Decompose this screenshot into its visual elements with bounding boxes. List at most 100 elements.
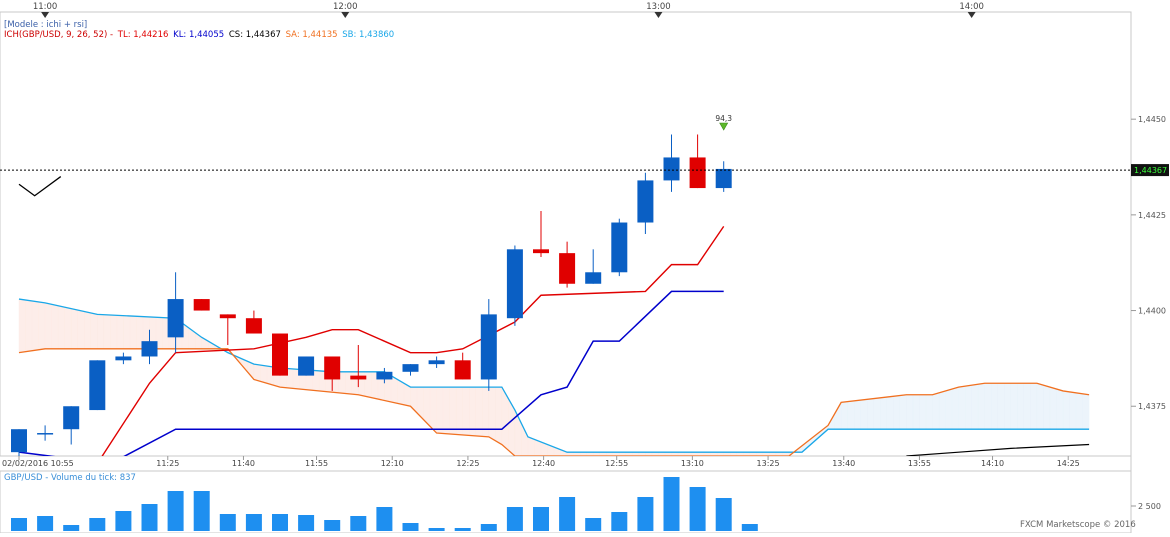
cloud-segment [44,302,52,350]
bottom-axis-label: 11:55 [305,459,328,468]
cloud-segment [853,399,861,430]
volume-bar [167,491,184,531]
volume-bar [115,511,132,531]
model-label-text: [Modele : ichi + rsi] [4,20,88,30]
kijun-sen-line [18,290,724,456]
volume-bar [11,518,27,531]
bottom-axis-label: 02/02/2016 10:55 [2,459,74,468]
volume-bar [689,487,706,531]
volume-bar [37,516,54,531]
candle-body[interactable] [324,356,341,380]
cloud-segment [70,308,78,350]
footer-credit-text: FXCM Marketscope © 2016 [1020,520,1136,530]
cloud-segment [912,394,920,430]
top-axis-label: 13:00 [646,2,671,12]
candle-body[interactable] [454,360,471,380]
candle-body[interactable] [11,429,27,453]
cloud-segment [1069,391,1077,430]
overlay: 1,44367 94,3 [0,114,1169,177]
candle-body[interactable] [89,360,106,411]
volume-bar [533,507,549,531]
senkou-span-a-line [18,348,1090,456]
candle-body[interactable] [663,157,680,181]
top-axis-label: 11:00 [33,2,58,12]
cloud-segment [429,386,437,434]
cloud-segment [1049,386,1057,430]
candle-body[interactable] [585,272,602,284]
cloud-segment [90,312,98,350]
cloud-segment [893,395,901,430]
cloud-segment [390,375,398,404]
cloud-segment [945,388,953,430]
cloud-segment [977,382,985,430]
cloud-segment [906,394,914,430]
bottom-axis-label: 12:25 [456,459,479,468]
cloud-segment [847,400,855,430]
cloud-segment [129,315,137,350]
cloud-segment [880,396,888,430]
volume-bar [193,491,210,531]
candle-body[interactable] [715,168,732,189]
volume-bar [402,523,419,531]
volume-bar [272,514,288,531]
cloud-segment [84,311,92,350]
candle-body[interactable] [350,375,367,380]
footer-credit: FXCM Marketscope © 2016 [1020,520,1138,531]
candles[interactable] [11,134,732,475]
cloud-segment [1023,383,1031,430]
volume-bar [63,525,80,531]
candle-body[interactable] [533,249,549,254]
volume-bar [428,528,445,531]
cloud-segment [25,299,33,352]
axes: 1,4450 1,4425 1,4400 1,4375 2 500 11:00 12:00 1… [2,2,1166,511]
cloud-segment [932,392,940,430]
candle-body[interactable] [63,406,80,430]
candle-body[interactable] [272,333,288,376]
cloud-segment [1082,393,1090,430]
cloud-segment [123,315,131,350]
bottom-axis-label: 13:40 [832,459,855,468]
candle-body[interactable] [611,222,628,273]
bottom-axis-label: 13:10 [681,459,704,468]
chikou-span-line [18,176,62,197]
candle-body[interactable] [141,341,158,357]
volume-axis-label: 2 500 [1138,502,1161,511]
candle-body[interactable] [428,360,445,365]
candle-body[interactable] [559,253,576,284]
ichimoku-legend-sa: SA: 1,44135 [285,30,338,40]
candle-body[interactable] [115,356,132,361]
candle-body[interactable] [193,299,210,311]
cloud-segment [1036,382,1044,430]
cloud-segment [951,386,959,430]
candle-body[interactable] [298,356,315,376]
volume-bar [350,516,367,531]
cloud-segment [971,383,979,430]
bottom-axis-label: 11:40 [232,459,255,468]
cloud-segment [97,314,105,350]
candle-body[interactable] [167,299,184,338]
candle-body[interactable] [402,364,419,372]
candle-body[interactable] [637,180,654,223]
candle-body[interactable] [219,314,236,319]
cloud-segment [351,371,359,396]
cloud-segment [1075,392,1083,430]
candle-body[interactable] [37,433,54,435]
top-axis-marker [341,12,350,18]
cloud-segment [527,436,535,456]
candle-body[interactable] [376,371,393,380]
cloud-segment [990,383,998,430]
price-label: 1,4400 [1138,307,1166,316]
cloud-segment [51,304,59,350]
top-axis-marker [41,12,50,18]
cloud-segment [938,390,946,430]
cloud-segment [867,398,875,430]
cloud-segment [57,305,65,350]
ichimoku-legend: ICH(GBP/USD, 9, 26, 52) - TL: 1,44216 KL… [4,30,396,41]
candle-body[interactable] [245,318,262,334]
bottom-axis-label: 14:10 [981,459,1004,468]
signal-value-label: 94,3 [715,114,732,123]
cloud-segment [964,384,972,430]
candle-body[interactable] [480,314,497,380]
candle-body[interactable] [689,157,706,189]
candle-body[interactable] [506,249,523,319]
